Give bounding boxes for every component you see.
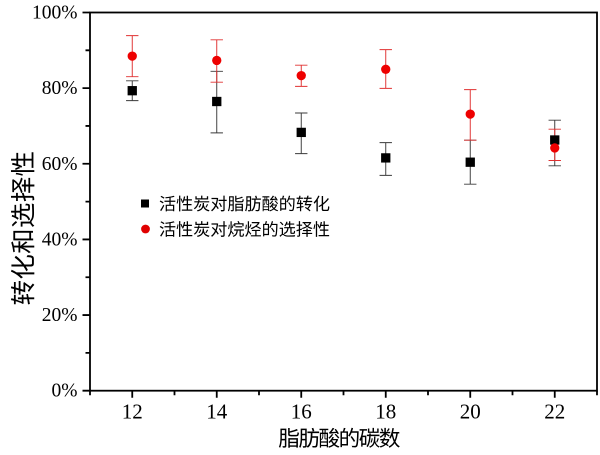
- svg-text:18: 18: [375, 400, 396, 424]
- svg-text:20: 20: [460, 400, 481, 424]
- svg-text:12: 12: [122, 400, 143, 424]
- svg-text:14: 14: [206, 400, 228, 424]
- svg-text:0%: 0%: [52, 381, 78, 402]
- svg-text:100%: 100%: [32, 3, 78, 24]
- svg-text:40%: 40%: [42, 229, 78, 250]
- svg-text:16: 16: [291, 400, 312, 424]
- svg-text:60%: 60%: [42, 154, 78, 175]
- svg-text:22: 22: [544, 400, 565, 424]
- svg-text:20%: 20%: [42, 305, 78, 326]
- svg-text:80%: 80%: [42, 78, 78, 99]
